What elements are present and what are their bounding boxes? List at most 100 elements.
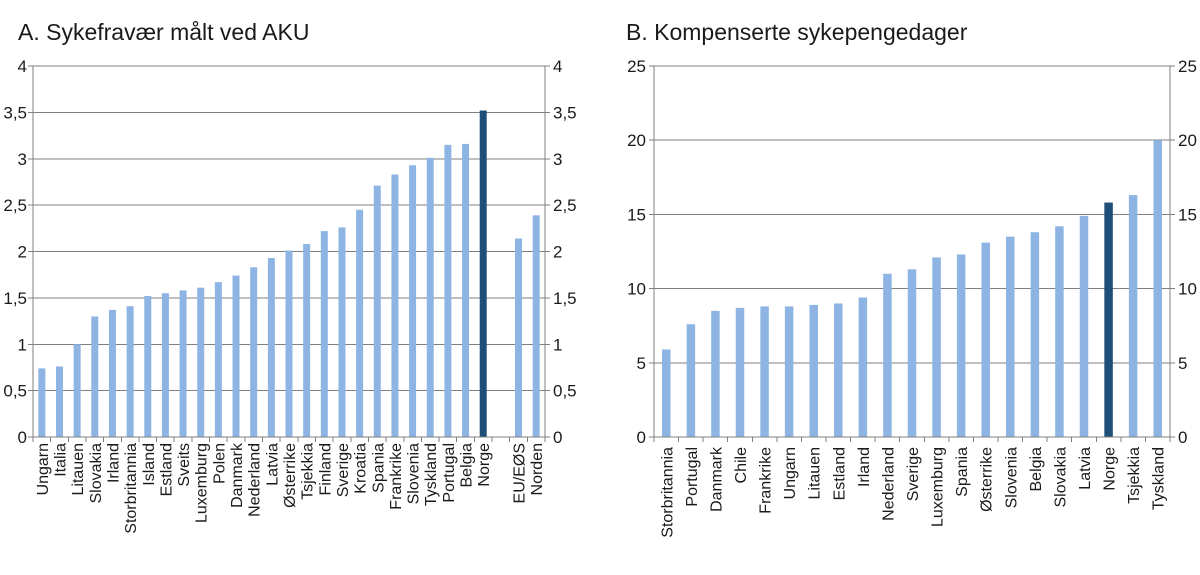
x-tick-label: Kroatia: [353, 443, 370, 494]
x-tick-label: Østerrike: [979, 447, 996, 512]
y-tick-label-left: 0: [637, 428, 646, 447]
y-tick-label-left: 10: [627, 280, 646, 299]
x-tick-label: Portugal: [684, 447, 701, 507]
x-tick-label: Sverige: [905, 447, 922, 501]
x-tick-label: Sveits: [176, 443, 193, 487]
x-tick-label: Litauen: [807, 447, 824, 500]
plot-frame: [32, 65, 546, 438]
bar-frankrike: [760, 306, 769, 437]
bar-østerrike: [285, 250, 293, 437]
bar-danmark: [711, 310, 720, 437]
x-tick-label: Estland: [831, 447, 848, 500]
bar-tyskland: [426, 157, 434, 437]
x-tick-label: Storbritannia: [123, 443, 140, 534]
y-tick-label-right: 15: [1178, 205, 1197, 224]
bar-finland: [320, 231, 328, 437]
bar-estland: [161, 293, 169, 437]
bar-polen: [214, 282, 222, 437]
bar-ungarn: [38, 368, 46, 437]
bar-tsjekkia: [1128, 195, 1138, 437]
bar-norge: [479, 110, 487, 438]
bar-frankrike: [391, 174, 399, 437]
bar-estland: [834, 303, 843, 437]
x-tick-label: Polen: [211, 443, 228, 484]
bar-luxemburg: [932, 257, 941, 437]
y-tick-label-right: 0,5: [553, 382, 577, 401]
bar-latvia: [1079, 215, 1089, 437]
bar-litauen: [73, 344, 81, 437]
bar-storbritannia: [126, 306, 134, 437]
y-tick-label-right: 2: [553, 243, 562, 262]
bar-irland: [858, 297, 868, 437]
x-tick-label: Norge: [476, 443, 493, 487]
x-tick-label: Belgia: [459, 443, 476, 488]
y-tick-label-left: 20: [627, 131, 646, 150]
bar-spania: [373, 185, 381, 437]
x-tick-label: Chile: [733, 447, 750, 484]
bar-portugal: [686, 324, 696, 437]
y-tick-label-right: 5: [1178, 354, 1187, 373]
bar-sverige: [338, 227, 346, 437]
x-tick-label: EU/EØS: [512, 443, 529, 503]
bar-belgia: [462, 143, 470, 437]
bar-slovenia: [1006, 236, 1015, 437]
y-tick-label-right: 2,5: [553, 196, 577, 215]
x-tick-label: Slovenia: [406, 443, 423, 504]
x-tick-label: Litauen: [70, 443, 87, 496]
bar-luxemburg: [197, 287, 205, 437]
y-tick-label-left: 3: [18, 150, 27, 169]
y-tick-label-right: 1: [553, 335, 562, 354]
x-tick-label: Ungarn: [35, 443, 52, 495]
bar-østerrike: [981, 242, 990, 437]
bar-slovenia: [409, 165, 417, 437]
y-tick-label-right: 0: [553, 428, 562, 447]
chart-panel-b: B. Kompenserte sykepengedager 0 0 5 5 10 10 15…: [626, 19, 1197, 538]
chart-title-b: B. Kompenserte sykepengedager: [626, 19, 968, 45]
bar-litauen: [809, 304, 818, 437]
x-tick-label: Storbritannia: [659, 447, 676, 538]
bar-eu/eøs: [515, 238, 523, 437]
bar-slovakia: [91, 316, 99, 437]
bar-nederland: [250, 267, 258, 437]
bar-portugal: [444, 144, 452, 437]
y-tick-label-left: 2,5: [3, 196, 27, 215]
x-tick-label: Norge: [1102, 447, 1119, 491]
bar-sveits: [179, 290, 187, 437]
x-tick-label: Luxemburg: [194, 443, 211, 523]
x-tick-label: Irland: [856, 447, 873, 487]
bar-norge: [1104, 202, 1113, 437]
x-tick-label: Spania: [370, 443, 387, 493]
x-tick-label: Østerrike: [282, 443, 299, 508]
x-tick-label: Ungarn: [782, 447, 799, 499]
y-tick-label-left: 2: [18, 243, 27, 262]
bar-storbritannia: [662, 349, 671, 437]
x-tick-label: Latvia: [1077, 447, 1094, 490]
x-tick-label: Latvia: [264, 443, 281, 486]
bar-kroatia: [356, 209, 364, 437]
bar-latvia: [267, 257, 275, 437]
y-tick-label-right: 3,5: [553, 103, 577, 122]
x-tick-label: Frankrike: [758, 447, 775, 514]
x-tick-label: Portugal: [441, 443, 458, 503]
y-tick-label-left: 25: [627, 57, 646, 76]
x-tick-label: Slovenia: [1003, 447, 1020, 508]
x-tick-label: Spania: [954, 447, 971, 497]
x-tick-label: Nederland: [247, 443, 264, 517]
x-tick-label: Slovakia: [88, 443, 105, 504]
x-tick-label: Luxemburg: [930, 447, 947, 527]
x-tick-label: Belgia: [1028, 447, 1045, 492]
x-tick-label: Tsjekkia: [300, 443, 317, 500]
y-tick-label-left: 0,5: [3, 382, 27, 401]
bar-sverige: [907, 269, 917, 437]
y-tick-label-right: 4: [553, 57, 562, 76]
y-tick-label-left: 1,5: [3, 289, 27, 308]
bar-slovakia: [1055, 226, 1064, 437]
x-tick-label: Tyskland: [1151, 447, 1168, 510]
bar-chile: [735, 307, 745, 437]
bar-tsjekkia: [303, 244, 311, 437]
y-tick-label-left: 3,5: [3, 103, 27, 122]
bar-tyskland: [1153, 140, 1162, 437]
x-tick-label: Italia: [52, 443, 69, 477]
y-tick-label-right: 3: [553, 150, 562, 169]
